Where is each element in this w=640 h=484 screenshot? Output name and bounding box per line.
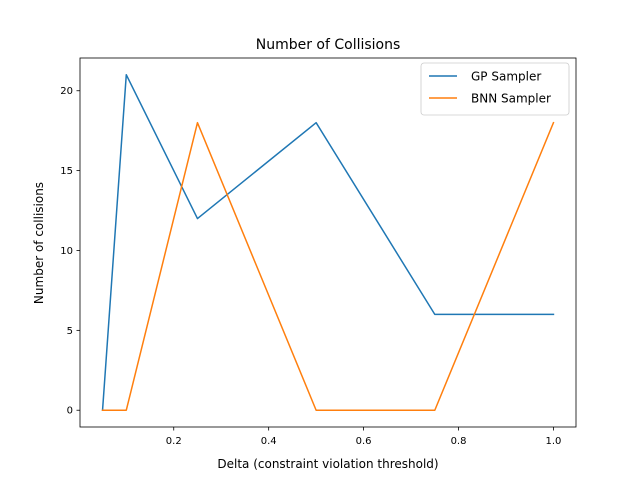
- y-axis: 0 5 10 15 20: [60, 86, 80, 417]
- y-tick-label: 5: [67, 326, 73, 337]
- plot-lines: [101, 74, 555, 412]
- x-tick-label: 0.6: [356, 436, 372, 447]
- y-tick-label: 15: [60, 166, 73, 177]
- chart-title: Number of Collisions: [256, 37, 401, 53]
- y-tick-label: 20: [60, 86, 73, 97]
- plot-area-frame: [79, 57, 577, 428]
- legend-frame: [420, 62, 570, 116]
- series-line-0: [101, 74, 555, 412]
- x-tick-label: 1.0: [546, 436, 562, 447]
- y-tick-label: 0: [67, 406, 73, 417]
- y-axis-label: Number of collisions: [32, 182, 46, 304]
- x-axis: 0.2 0.4 0.6 0.8 1.0: [166, 427, 562, 447]
- x-tick-label: 0.2: [166, 436, 182, 447]
- x-tick-label: 0.8: [451, 436, 467, 447]
- x-tick-label: 0.4: [261, 436, 277, 447]
- x-axis-label: Delta (constraint violation threshold): [217, 457, 438, 471]
- legend-label-1: BNN Sampler: [471, 92, 551, 106]
- legend: GP Sampler BNN Sampler: [420, 62, 570, 116]
- legend-label-0: GP Sampler: [471, 70, 541, 84]
- series-line-1: [101, 121, 555, 411]
- y-tick-label: 10: [60, 246, 73, 257]
